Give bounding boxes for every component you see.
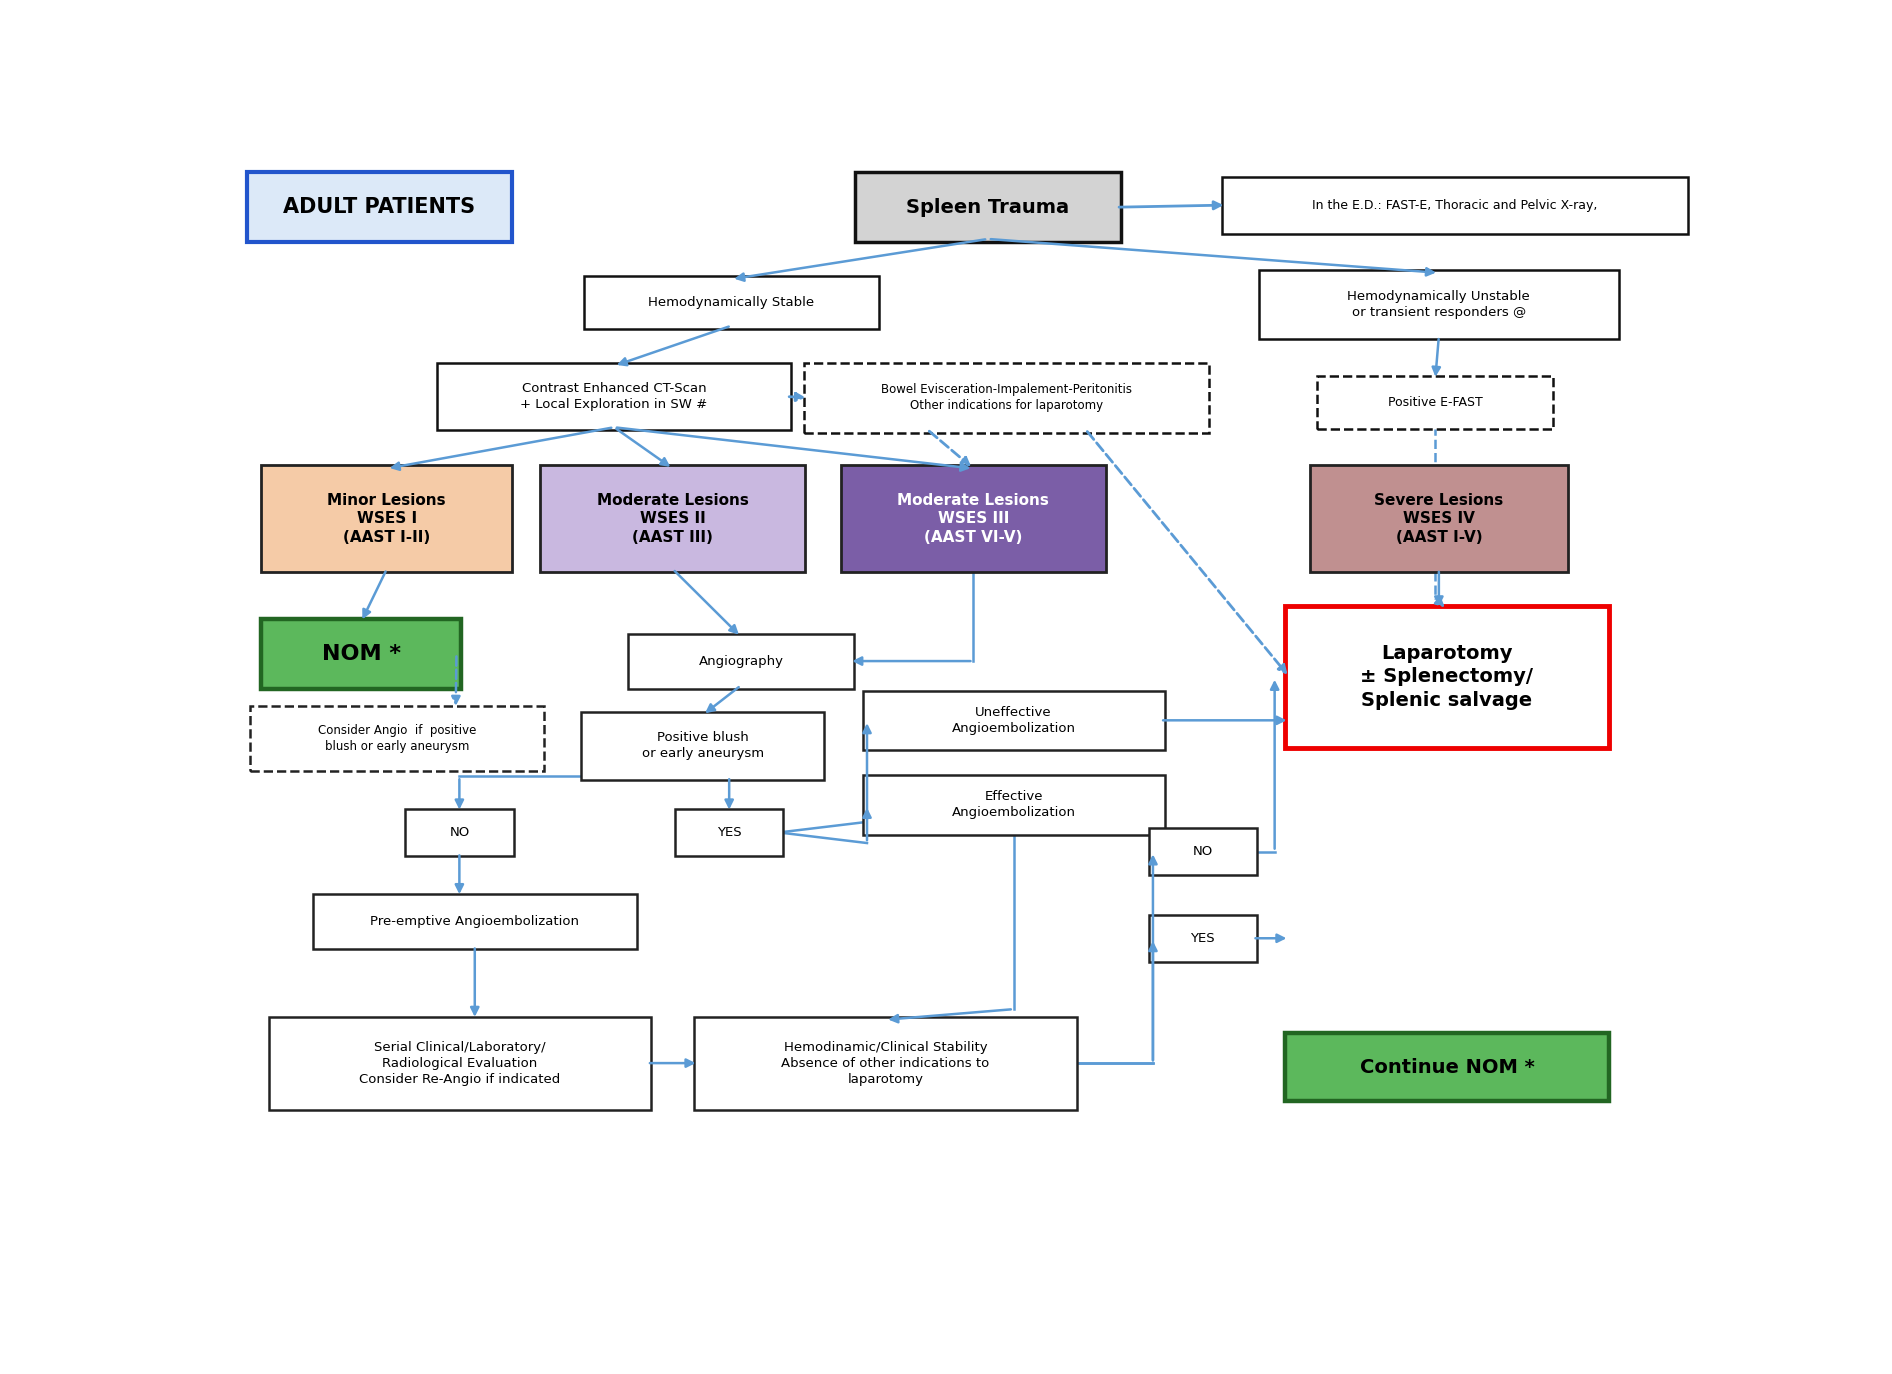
FancyBboxPatch shape (1258, 269, 1620, 339)
FancyBboxPatch shape (246, 172, 513, 242)
FancyBboxPatch shape (250, 705, 545, 771)
FancyBboxPatch shape (405, 809, 513, 856)
FancyBboxPatch shape (1285, 1033, 1608, 1101)
Text: YES: YES (1190, 932, 1215, 945)
Text: Positive E-FAST: Positive E-FAST (1389, 397, 1483, 409)
Text: Hemodynamically Stable: Hemodynamically Stable (649, 295, 814, 309)
FancyBboxPatch shape (840, 466, 1107, 572)
FancyBboxPatch shape (269, 1017, 651, 1110)
Text: Serial Clinical/Laboratory/
Radiological Evaluation
Consider Re-Angio if indicat: Serial Clinical/Laboratory/ Radiological… (359, 1040, 560, 1085)
Text: Minor Lesions
WSES I
(AAST I-II): Minor Lesions WSES I (AAST I-II) (327, 493, 447, 545)
FancyBboxPatch shape (312, 894, 638, 949)
FancyBboxPatch shape (863, 775, 1165, 834)
Text: Effective
Angioembolization: Effective Angioembolization (952, 790, 1077, 819)
Text: Hemodinamic/Clinical Stability
Absence of other indications to
laparotomy: Hemodinamic/Clinical Stability Absence o… (781, 1040, 990, 1085)
Text: NO: NO (448, 826, 469, 840)
Text: Uneffective
Angioembolization: Uneffective Angioembolization (952, 706, 1077, 735)
Text: YES: YES (717, 826, 742, 840)
FancyBboxPatch shape (1317, 376, 1553, 429)
Text: Contrast Enhanced CT-Scan
+ Local Exploration in SW #: Contrast Enhanced CT-Scan + Local Explor… (520, 382, 708, 411)
FancyBboxPatch shape (1309, 466, 1568, 572)
FancyBboxPatch shape (585, 276, 878, 328)
FancyBboxPatch shape (1148, 915, 1256, 962)
FancyBboxPatch shape (675, 809, 783, 856)
FancyBboxPatch shape (694, 1017, 1077, 1110)
FancyBboxPatch shape (863, 691, 1165, 750)
Text: ADULT PATIENTS: ADULT PATIENTS (284, 198, 475, 217)
Text: Angiography: Angiography (698, 654, 783, 668)
Text: Pre-emptive Angioembolization: Pre-emptive Angioembolization (371, 915, 579, 927)
FancyBboxPatch shape (628, 633, 853, 688)
FancyBboxPatch shape (437, 363, 791, 430)
Text: Laparotomy
± Splenectomy/
Splenic salvage: Laparotomy ± Splenectomy/ Splenic salvag… (1360, 644, 1533, 710)
Text: Continue NOM *: Continue NOM * (1360, 1058, 1534, 1077)
FancyBboxPatch shape (1222, 176, 1688, 234)
FancyBboxPatch shape (855, 172, 1120, 242)
Text: Hemodynamically Unstable
or transient responders @: Hemodynamically Unstable or transient re… (1347, 290, 1531, 319)
FancyBboxPatch shape (1148, 829, 1256, 875)
FancyBboxPatch shape (1285, 606, 1608, 747)
FancyBboxPatch shape (261, 466, 513, 572)
Text: Moderate Lesions
WSES II
(AAST III): Moderate Lesions WSES II (AAST III) (596, 493, 749, 545)
Text: Spleen Trauma: Spleen Trauma (906, 198, 1069, 217)
Text: NOM *: NOM * (322, 643, 401, 664)
Text: Consider Angio  if  positive
blush or early aneurysm: Consider Angio if positive blush or earl… (318, 724, 477, 753)
FancyBboxPatch shape (539, 466, 806, 572)
Text: Bowel Evisceration-Impalement-Peritonitis
Other indications for laparotomy: Bowel Evisceration-Impalement-Peritoniti… (882, 383, 1131, 412)
FancyBboxPatch shape (581, 712, 825, 779)
FancyBboxPatch shape (804, 363, 1209, 433)
Text: NO: NO (1192, 845, 1213, 857)
Text: Moderate Lesions
WSES III
(AAST VI-V): Moderate Lesions WSES III (AAST VI-V) (897, 493, 1050, 545)
Text: Positive blush
or early aneurysm: Positive blush or early aneurysm (641, 731, 764, 760)
FancyBboxPatch shape (261, 618, 462, 688)
Text: In the E.D.: FAST-E, Thoracic and Pelvic X-ray,: In the E.D.: FAST-E, Thoracic and Pelvic… (1313, 199, 1597, 212)
Text: Severe Lesions
WSES IV
(AAST I-V): Severe Lesions WSES IV (AAST I-V) (1374, 493, 1504, 545)
